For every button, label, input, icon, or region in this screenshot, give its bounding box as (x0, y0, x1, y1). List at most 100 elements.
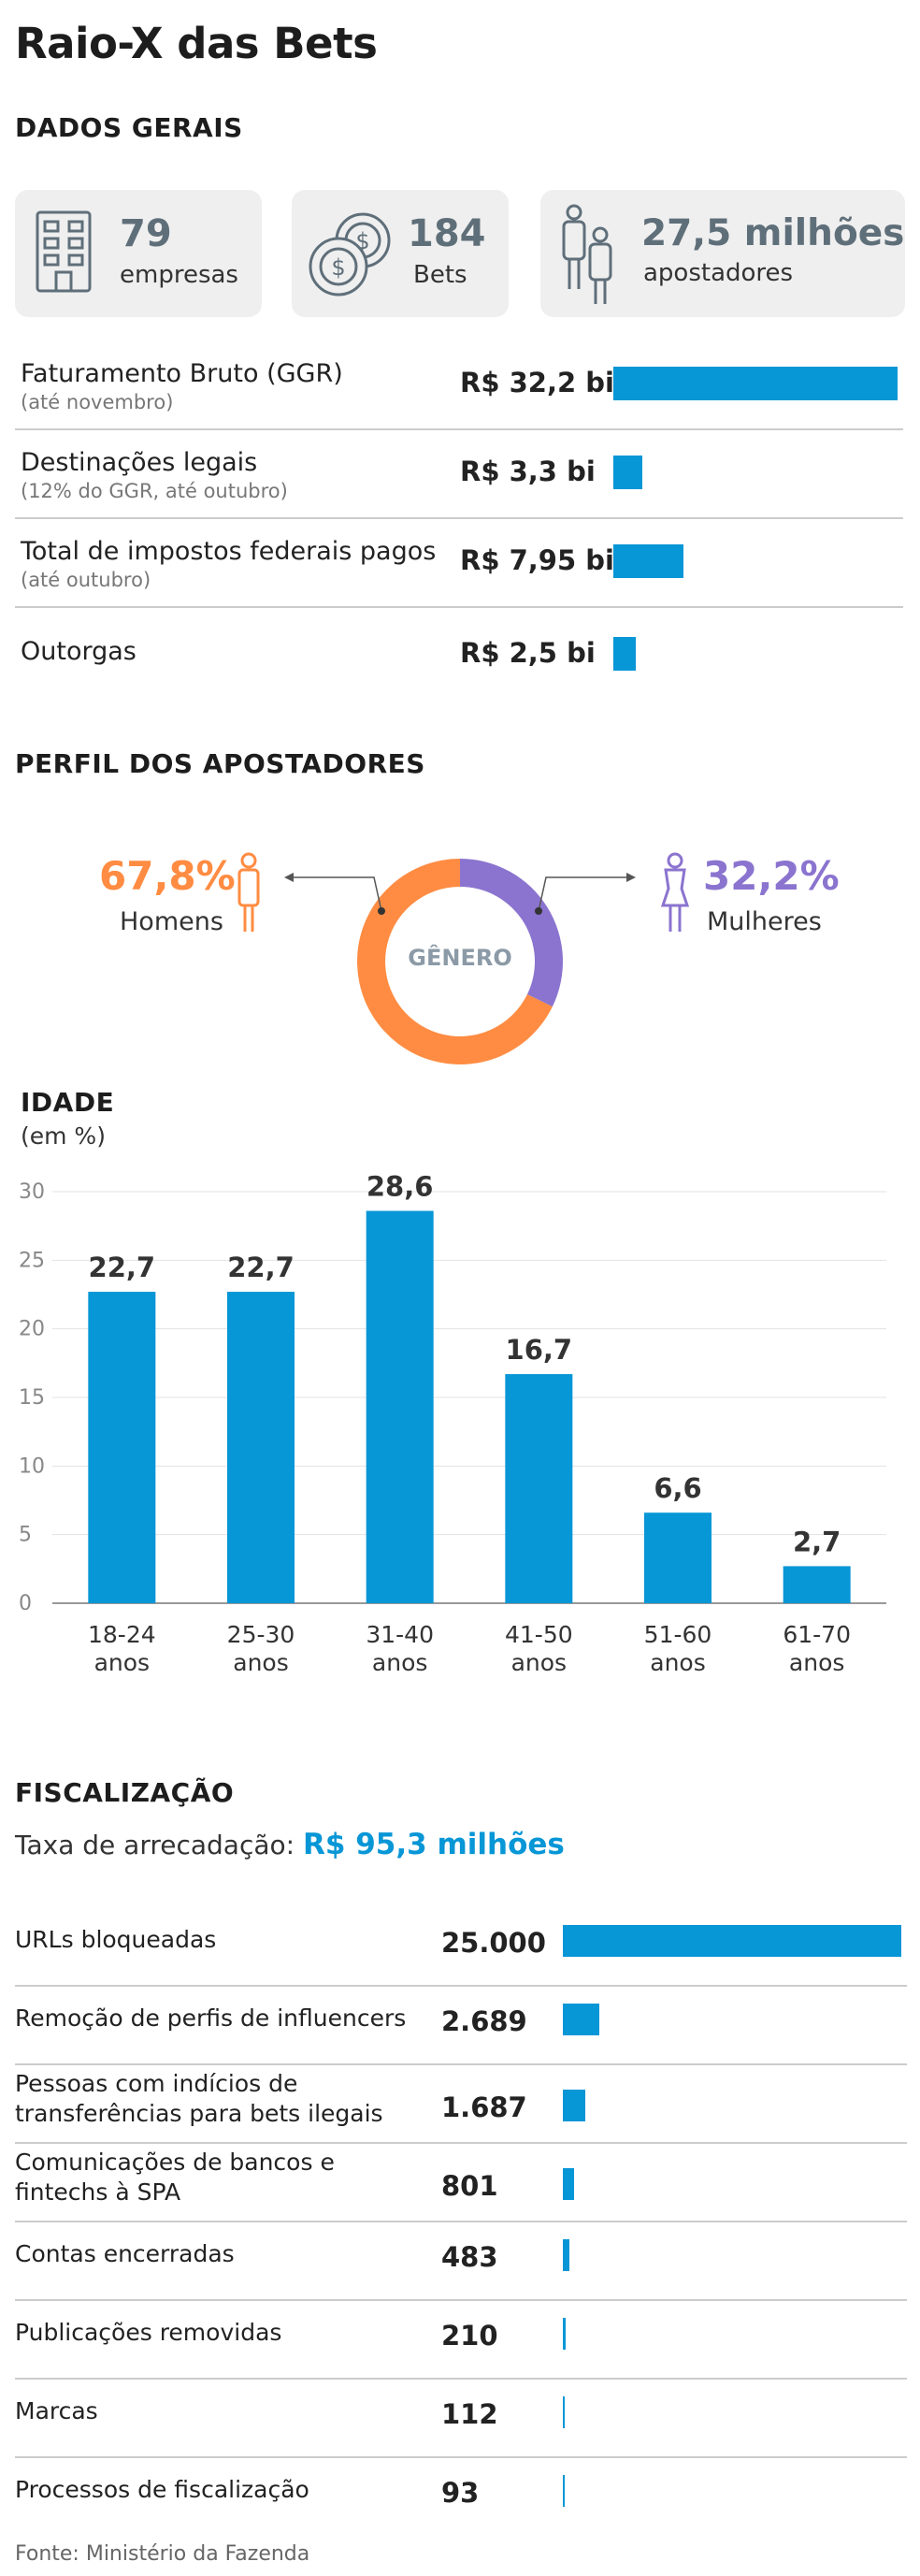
building-icon (36, 210, 92, 293)
fis-row-bar (563, 2004, 599, 2035)
age-bar (366, 1210, 434, 1603)
age-category-label: 61-70 (783, 1621, 851, 1648)
age-category-label: 25-30 (227, 1621, 295, 1648)
dot-men (378, 907, 385, 915)
fis-row-label: Remoção de perfis de influencers (15, 2004, 407, 2032)
card-bets-value: 184 (408, 212, 486, 255)
donut-center-label: GÊNERO (408, 944, 511, 971)
divider (15, 2063, 907, 2065)
fis-row-value: 25.000 (441, 1927, 546, 1959)
age-category-label: anos (372, 1649, 428, 1676)
fiscalizacao-bars: URLs bloqueadas 25.000 Remoção de perfis d… (0, 1908, 920, 2544)
y-tick-label: 20 (19, 1318, 45, 1341)
age-value-label: 16,7 (506, 1334, 573, 1366)
fis-row-label: Marcas (15, 2397, 98, 2424)
fis-row-value: 1.687 (441, 2091, 527, 2123)
fin-row-sub: (até outubro) (21, 569, 151, 591)
fis-row-value: 112 (441, 2398, 498, 2430)
arrow-women (626, 873, 636, 882)
divider (15, 2299, 907, 2301)
age-value-label: 2,7 (793, 1526, 841, 1557)
fin-row: Faturamento Bruto (GGR) (até novembro) R… (0, 355, 920, 430)
divider (15, 2378, 907, 2380)
age-value-label: 28,6 (367, 1171, 434, 1203)
y-tick-label: 0 (19, 1592, 32, 1615)
age-bar (505, 1374, 573, 1603)
age-category-label: anos (650, 1649, 706, 1676)
divider (15, 517, 903, 519)
fis-row-bar (563, 2318, 567, 2350)
fin-row-sub: (12% do GGR, até outubro) (21, 480, 288, 502)
y-tick-label: 5 (19, 1524, 32, 1547)
fis-row: Contas encerradas 483 (0, 2222, 920, 2301)
fis-row-label: Pessoas com indícios de transferências pa… (15, 2070, 383, 2127)
fis-row: Comunicações de bancos e fintechs à SPA 80… (0, 2144, 920, 2222)
dot-women (535, 907, 542, 915)
section-dados-gerais: DADOS GERAIS (15, 112, 243, 143)
fis-row-label: Publicações removidas (15, 2319, 282, 2346)
fis-row-bar (563, 2239, 569, 2271)
card-bets: $ $ 184 Bets (292, 190, 509, 317)
divider (15, 2221, 907, 2222)
fin-row-bar (613, 367, 898, 400)
connector-men (286, 876, 382, 912)
age-value-label: 22,7 (89, 1252, 156, 1283)
y-tick-label: 25 (19, 1249, 45, 1272)
connector-women (538, 876, 632, 912)
fis-row: Publicações removidas 210 (0, 2301, 920, 2380)
fis-row: URLs bloqueadas 25.000 (0, 1908, 920, 1987)
age-bar (783, 1566, 851, 1603)
section-fiscalizacao: FISCALIZAÇÃO (15, 1777, 235, 1808)
section-idade: IDADE (21, 1087, 115, 1118)
man-icon (237, 852, 260, 932)
card-apostadores-label: apostadores (643, 259, 794, 287)
fis-row-value: 210 (441, 2320, 498, 2352)
fis-row-bar (563, 2168, 574, 2200)
fin-row-bar (613, 544, 684, 578)
fin-row: Destinações legais (12% do GGR, até outu… (0, 444, 920, 519)
fis-row: Marcas 112 (0, 2380, 920, 2458)
card-empresas-value: 79 (120, 212, 172, 255)
svg-text:$: $ (331, 254, 345, 281)
fin-row: Total de impostos federais pagos (até ou… (0, 533, 920, 608)
fis-row-bar (563, 1925, 901, 1957)
age-bar (88, 1292, 156, 1603)
fis-row-bar (563, 2475, 565, 2507)
fin-row-label: Faturamento Bruto (GGR) (21, 359, 343, 388)
age-value-label: 22,7 (227, 1252, 295, 1283)
people-icon (562, 204, 612, 304)
fis-row-value: 801 (441, 2170, 498, 2202)
fin-row-sub: (até novembro) (21, 391, 174, 413)
page-title: Raio-X das Bets (15, 19, 378, 68)
fis-row-label: Processos de fiscalização (15, 2476, 309, 2503)
age-category-label: 41-50 (505, 1621, 573, 1648)
fin-row-value: R$ 32,2 bi (460, 367, 614, 398)
financial-bars: Faturamento Bruto (GGR) (até novembro) R… (0, 355, 920, 673)
fis-row-value: 2.689 (441, 2005, 527, 2037)
fis-row-bar (563, 2090, 586, 2121)
men-label: Homens (120, 907, 223, 936)
fis-row: Processos de fiscalização 93 (0, 2458, 920, 2537)
coins-icon: $ $ (309, 212, 391, 297)
divider (15, 1985, 907, 1987)
fin-row-bar (613, 637, 636, 671)
divider (15, 2456, 907, 2458)
fis-row: Remoção de perfis de influencers 2.689 (0, 1987, 920, 2065)
donut-slice-women (460, 859, 563, 1007)
fis-row-value: 483 (441, 2241, 498, 2273)
taxa-row: Taxa de arrecadação: R$ 95,3 milhões (15, 1828, 565, 1861)
fin-row-bar (613, 456, 643, 489)
divider (15, 2142, 907, 2144)
arrow-men (284, 873, 294, 882)
age-category-label: anos (511, 1649, 568, 1676)
card-apostadores: 27,5 milhões apostadores (540, 190, 905, 317)
y-tick-label: 15 (19, 1386, 45, 1410)
gender-donut-chart: GÊNERO (237, 852, 690, 1064)
fis-row: Pessoas com indícios de transferências pa… (0, 2065, 920, 2144)
age-category-label: 18-24 (88, 1621, 156, 1648)
card-empresas-label: empresas (120, 261, 238, 289)
women-pct: 32,2% (703, 853, 840, 899)
card-empresas: 79 empresas (15, 190, 262, 317)
fin-row-label: Outorgas (21, 637, 137, 666)
fin-row-value: R$ 2,5 bi (460, 637, 596, 669)
